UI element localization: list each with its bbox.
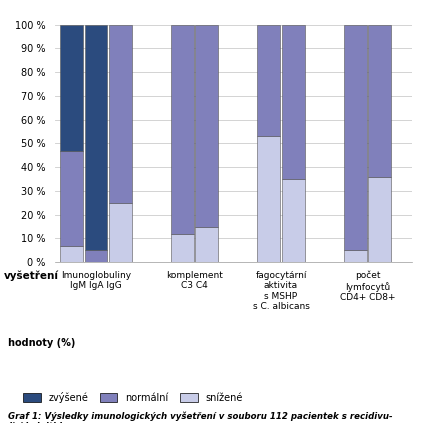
Bar [60, 246, 83, 262]
Text: jící kolpitidou: jící kolpitidou [8, 422, 74, 423]
Bar [85, 25, 108, 250]
Legend: zvýšené, normální, snížené: zvýšené, normální, snížené [23, 392, 243, 403]
Text: fagocytární
aktivita
s MSHP
s C. albicans: fagocytární aktivita s MSHP s C. albican… [252, 271, 309, 311]
Text: Imunoglobuliny
IgM IgA IgG: Imunoglobuliny IgM IgA IgG [61, 271, 131, 290]
Bar [344, 250, 367, 262]
Text: hodnoty (%): hodnoty (%) [8, 338, 76, 349]
Text: komplement
C3 C4: komplement C3 C4 [166, 271, 223, 290]
Text: vyšetření: vyšetření [4, 271, 59, 281]
Bar [171, 234, 194, 262]
Bar [368, 177, 391, 262]
Text: Graf 1: Výsledky imunologických vyšetření v souboru 112 pacientek s recidivu-: Graf 1: Výsledky imunologických vyšetřen… [8, 412, 393, 421]
Bar [109, 203, 132, 262]
Bar [60, 25, 83, 151]
Bar [344, 25, 367, 250]
Bar [258, 25, 280, 136]
Bar [171, 25, 194, 234]
Bar [196, 227, 218, 262]
Bar [196, 25, 218, 227]
Bar [282, 179, 305, 262]
Bar [368, 25, 391, 177]
Bar [85, 250, 108, 262]
Text: počet
lymfocytů
CD4+ CD8+: počet lymfocytů CD4+ CD8+ [340, 271, 395, 302]
Bar [60, 151, 83, 246]
Bar [282, 25, 305, 179]
Bar [258, 136, 280, 262]
Bar [109, 25, 132, 203]
